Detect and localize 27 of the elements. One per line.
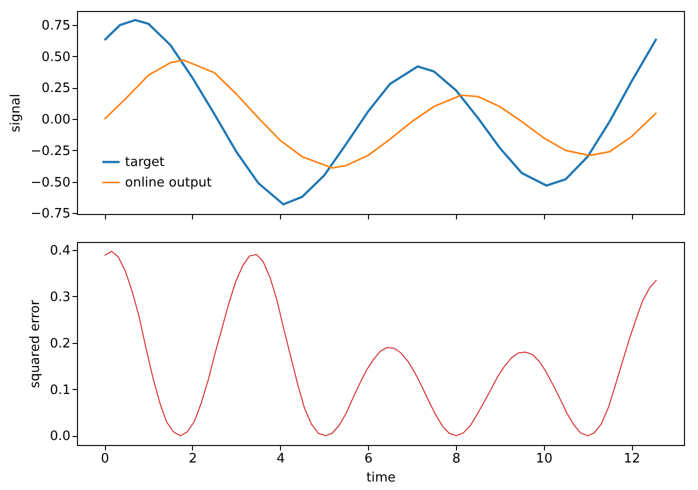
x-tick-label: 4 [276, 452, 285, 466]
x-tick-label: 8 [452, 452, 461, 466]
line-series [104, 250, 658, 436]
y-axis-title: squared error [28, 299, 43, 388]
line-series [104, 59, 658, 169]
y-tick-label: 0.75 [42, 18, 70, 34]
line-series [103, 18, 658, 206]
y-tick-label: 0.2 [50, 336, 70, 352]
legend-label: online output [125, 176, 212, 190]
y-tick-label: −0.50 [30, 175, 70, 190]
y-tick-label: −0.25 [30, 144, 70, 159]
legend-label: target [125, 155, 165, 170]
x-tick-label: 0 [100, 452, 110, 466]
x-axis-title: time [366, 470, 396, 486]
x-tick-label: 6 [364, 452, 373, 466]
y-tick-label: 0.0 [50, 429, 70, 444]
y-tick-label: 0.1 [50, 382, 70, 398]
y-tick-label: 0.00 [42, 112, 70, 128]
y-tick-label: 0.50 [42, 50, 70, 65]
y-axis-title: signal [8, 94, 24, 132]
x-tick-label: 12 [624, 452, 640, 466]
y-tick-label: −0.75 [30, 206, 70, 222]
x-tick-label: 10 [536, 452, 552, 466]
y-tick-label: 0.3 [50, 290, 70, 305]
x-tick-label: 2 [188, 452, 198, 466]
y-tick-label: 0.4 [50, 243, 70, 258]
y-tick-label: 0.25 [42, 81, 70, 96]
